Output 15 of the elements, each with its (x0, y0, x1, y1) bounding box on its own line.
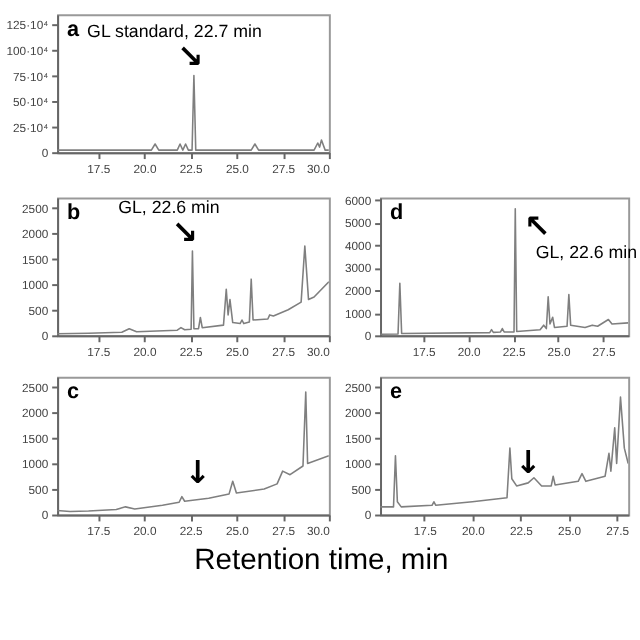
annotation: ↖ (523, 206, 551, 245)
chart-title: a (66, 18, 81, 42)
x-axis-title: Retention time, min (194, 544, 449, 577)
annotation: ↓ (184, 453, 211, 492)
annotation: ↘ (171, 212, 198, 251)
chart-title: d (389, 201, 404, 226)
chart-title: c (66, 380, 80, 405)
annotation: GL, 22.6 min (535, 242, 638, 263)
line-series (380, 396, 629, 508)
annotation: ↓ (514, 442, 542, 481)
chart-title: e (389, 380, 402, 405)
annotation: GL standard, 22.7 min (87, 21, 262, 42)
annotation: ↘ (177, 36, 204, 75)
chart-title: b (66, 201, 81, 226)
annotation: GL, 22.6 min (118, 197, 220, 218)
